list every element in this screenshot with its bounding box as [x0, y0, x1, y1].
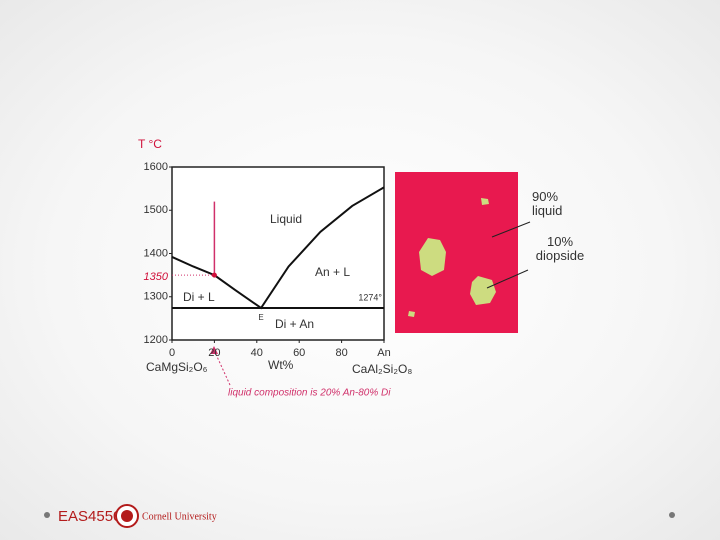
- x-right-label: CaAl₂Si₂O₈: [352, 362, 412, 376]
- x-tick-label: 80: [335, 347, 347, 359]
- y-tick-label: 1500: [144, 204, 168, 216]
- crystal: [481, 198, 489, 205]
- x-label: Wt%: [268, 358, 294, 372]
- plot-frame: [171, 166, 385, 341]
- y-tick-label: 1400: [144, 247, 168, 259]
- university: Cornell University: [142, 511, 217, 522]
- crystal: [470, 276, 496, 305]
- note: liquid composition is 20% An-80% Di: [228, 388, 391, 399]
- micrograph-label: 10% diopside: [535, 234, 585, 263]
- seal: [121, 510, 133, 522]
- x-tick-label: 60: [293, 347, 305, 359]
- field-label: Di + An: [275, 317, 314, 331]
- crystal: [408, 311, 415, 317]
- leader-line: [486, 269, 529, 289]
- arrow-head: [210, 346, 218, 354]
- micrograph-label: 90% liquid: [532, 189, 563, 218]
- leader-line: [491, 221, 531, 238]
- field-label: An + L: [315, 265, 350, 279]
- axis-label: T °C: [138, 137, 162, 151]
- y-tick-label: 1600: [144, 161, 168, 173]
- x-tick-label: 20: [208, 347, 220, 359]
- course-code: EAS4550: [58, 508, 121, 525]
- x-tick-label: 40: [251, 347, 263, 359]
- bullet: [669, 512, 675, 518]
- bullet: [44, 512, 50, 518]
- field-label: Liquid: [270, 212, 302, 226]
- eutectic-label: E: [258, 313, 263, 322]
- x-left-label: CaMgSi₂O₆: [146, 360, 208, 374]
- crystal: [419, 238, 446, 276]
- x-tick-label: An: [377, 347, 390, 359]
- y-tick-label: 1300: [144, 291, 168, 303]
- micrograph: [395, 172, 518, 333]
- y-tick-label: 1200: [144, 334, 168, 346]
- note-arrow: [213, 349, 231, 386]
- eutectic-temperature: 1274°: [358, 292, 382, 302]
- marked-temperature: 1350: [144, 271, 169, 283]
- x-tick-label: 0: [169, 347, 175, 359]
- field-label: Di + L: [183, 290, 215, 304]
- composition-point: [211, 272, 217, 278]
